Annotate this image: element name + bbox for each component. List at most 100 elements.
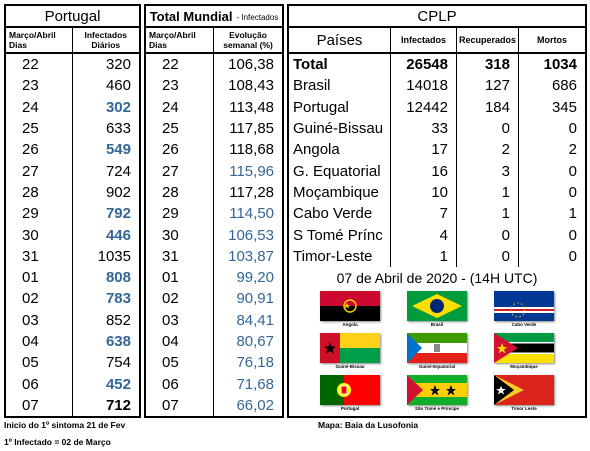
portugal-row-day: 24: [6, 96, 73, 118]
portugal-row-day: 01: [6, 266, 73, 289]
portugal-row: 29 792: [6, 203, 139, 225]
world-row-evolution: 113,48: [229, 98, 274, 116]
world-row-day: 02: [146, 288, 214, 310]
world-row-evolution: 71,68: [236, 375, 274, 393]
flag-label-guine-bissau: Guiné-Bissau: [335, 363, 365, 369]
cplp-row-deaths: 345: [551, 98, 577, 116]
flag-timor-leste: Timor Leste: [488, 374, 561, 413]
cplp-row-infected: 16: [391, 160, 457, 182]
cplp-row-country: Portugal: [289, 96, 391, 118]
footer-first-symptom: Inicio do 1º sintoma 21 de Fev: [4, 420, 126, 430]
portugal-row: 22 320: [6, 54, 139, 76]
flag-guine-equatorial: Guiné-Equatorial: [401, 332, 474, 371]
world-row-evolution: 99,20: [236, 269, 274, 287]
world-row-day: 24: [146, 96, 214, 118]
portugal-col2-line1: Infectados: [84, 30, 127, 40]
portugal-row-infected: 633: [105, 120, 131, 138]
world-row: 26 118,68: [146, 139, 282, 161]
cplp-row-infected: 7: [391, 203, 457, 225]
cplp-header-deaths: Mortos: [537, 35, 567, 45]
cplp-row-recovered: 318: [457, 54, 519, 76]
world-row: 22 106,38: [146, 54, 282, 76]
cabo-verde-flag-icon: [494, 290, 554, 321]
portugal-row: 01 808: [6, 266, 139, 289]
portugal-row-day: 28: [6, 181, 73, 204]
portugal-row: 27 724: [6, 160, 139, 182]
world-row: 05 76,18: [146, 352, 282, 374]
portugal-row-day: 25: [6, 117, 73, 140]
portugal-row-infected: 638: [105, 333, 131, 350]
timor-leste-flag-icon: [494, 374, 554, 405]
world-row-evolution: 103,87: [228, 247, 274, 265]
portugal-row-day: 23: [6, 75, 73, 97]
portugal-row-infected: 452: [105, 375, 131, 393]
world-row: 30 106,53: [146, 224, 282, 246]
portugal-row-infected: 754: [105, 354, 131, 372]
cplp-row-recovered: 127: [457, 75, 519, 97]
flags-grid: Angola Brasil Cabo Verde Guiné-Bissau Gu…: [289, 290, 585, 413]
portugal-header: Março/Abril Dias Infectados Diários: [6, 28, 139, 54]
world-panel: Total Mundial - Infectados Março/Abril Di…: [144, 4, 284, 418]
world-row-day: 23: [146, 75, 214, 97]
angola-flag-icon: [320, 290, 380, 321]
world-row: 27 115,96: [146, 160, 282, 182]
portugal-row: 06 452: [6, 373, 139, 395]
flag-label-mocambique: Moçambique: [510, 363, 538, 369]
cplp-country-row: Brasil 14018 127 686: [289, 75, 585, 97]
flag-label-timor-leste: Timor Leste: [511, 405, 537, 411]
world-row-day: 31: [146, 245, 214, 267]
portugal-panel: Portugal Março/Abril Dias Infectados Diári…: [4, 4, 141, 418]
portugal-row-day: 02: [6, 288, 73, 310]
cplp-row-recovered: 0: [457, 224, 519, 246]
cplp-row-country: Moçambique: [289, 181, 391, 204]
world-row-evolution: 117,85: [229, 120, 274, 138]
world-col1-line2: Dias: [149, 40, 167, 50]
world-row: 07 66,02: [146, 394, 282, 417]
portugal-row-infected: 320: [105, 56, 131, 74]
flag-cabo-verde: Cabo Verde: [488, 290, 561, 329]
world-row-evolution: 106,53: [228, 226, 274, 244]
world-row-evolution: 84,41: [236, 311, 274, 329]
world-row: 23 108,43: [146, 75, 282, 97]
portugal-col1-line1: Março/Abril: [9, 30, 56, 40]
brasil-flag-icon: [407, 290, 467, 321]
flag-sao-tome: São Tomé e Príncipe: [401, 374, 474, 413]
world-col2-line2: semanal (%): [223, 40, 273, 50]
cplp-row-infected: 33: [391, 117, 457, 140]
world-row-day: 07: [146, 394, 214, 417]
footer-map-credit: Mapa: Baía da Lusofonia: [318, 420, 419, 430]
world-row-day: 22: [146, 54, 214, 76]
world-row-day: 28: [146, 181, 214, 204]
portugal-row: 26 549: [6, 139, 139, 161]
cplp-row-infected: 17: [391, 139, 457, 161]
footer-first-infected: 1º Infectado = 02 de Março: [4, 437, 111, 447]
portugal-row-day: 27: [6, 160, 73, 182]
cplp-row-country: G. Equatorial: [289, 160, 391, 182]
world-row: 04 80,67: [146, 330, 282, 353]
world-row-day: 01: [146, 266, 214, 289]
portugal-row-infected: 724: [105, 162, 131, 180]
portugal-row-infected: 792: [105, 205, 131, 223]
cplp-country-row: G. Equatorial 16 3 0: [289, 160, 585, 182]
cplp-row-deaths: 0: [568, 226, 577, 244]
portugal-row: 05 754: [6, 352, 139, 374]
cplp-row-deaths: 0: [568, 120, 577, 138]
cplp-header-country: Países: [289, 28, 391, 52]
portugal-row-infected: 446: [105, 226, 131, 244]
world-subtitle: - Infectados: [236, 13, 279, 22]
cplp-rows: Total 26548 318 1034 Brasil 14018 127 686 Portug…: [289, 54, 585, 267]
cplp-row-infected: 1: [391, 245, 457, 267]
world-row: 31 103,87: [146, 245, 282, 267]
flag-brasil: Brasil: [401, 290, 474, 329]
world-rows: 22 106,38 23 108,43 24 113,48 25 117,85 26 118,68…: [146, 54, 282, 417]
world-row-evolution: 108,43: [228, 77, 274, 95]
portugal-row: 04 638: [6, 330, 139, 353]
world-row-day: 05: [146, 352, 214, 374]
portugal-row-infected: 902: [105, 183, 131, 201]
world-row: 28 117,28: [146, 181, 282, 204]
cplp-row-country: Angola: [289, 139, 391, 161]
cplp-row-country: Brasil: [289, 75, 391, 97]
cplp-row-recovered: 1: [457, 203, 519, 225]
world-row-evolution: 115,96: [229, 162, 274, 180]
portugal-col2-line2: Diários: [91, 40, 121, 50]
